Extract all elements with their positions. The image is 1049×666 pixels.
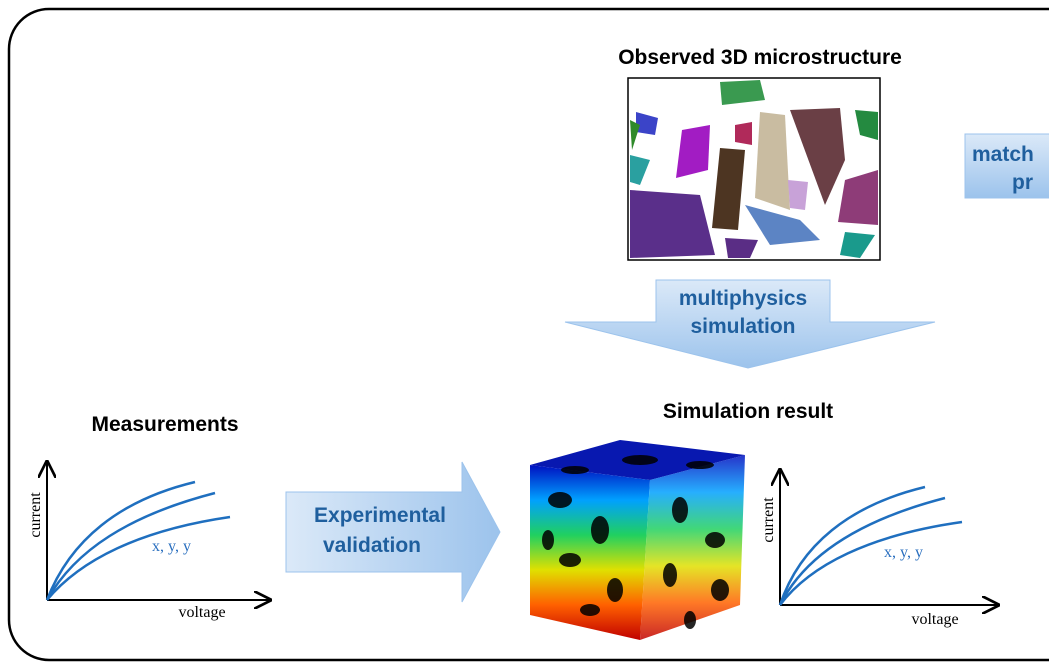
left-y-label: current [27, 492, 44, 538]
matching-line2: pr [1012, 171, 1033, 194]
down-arrow-line1: multiphysics [679, 287, 807, 310]
right-plot [780, 470, 998, 605]
simulation-cube [530, 440, 745, 640]
frame [7, 7, 1049, 662]
measurements-title: Measurements [91, 413, 238, 436]
right-x-label: voltage [911, 611, 958, 628]
right-arrow-line1: Experimental [314, 504, 446, 527]
left-plot [47, 462, 270, 600]
down-arrow [564, 279, 936, 369]
simulation-title: Simulation result [663, 400, 833, 423]
right-y-label: current [760, 497, 777, 543]
microstructure-title: Observed 3D microstructure [618, 46, 902, 69]
right-arrow-line2: validation [323, 534, 421, 557]
matching-box [964, 133, 1049, 199]
right-curve-label: x, y, y [884, 544, 923, 561]
microstructure-image [627, 77, 881, 261]
right-arrow [285, 461, 501, 603]
left-curve-label: x, y, y [152, 538, 191, 555]
down-arrow-line2: simulation [690, 315, 795, 338]
matching-line1: match [972, 143, 1034, 166]
left-x-label: voltage [178, 604, 225, 621]
